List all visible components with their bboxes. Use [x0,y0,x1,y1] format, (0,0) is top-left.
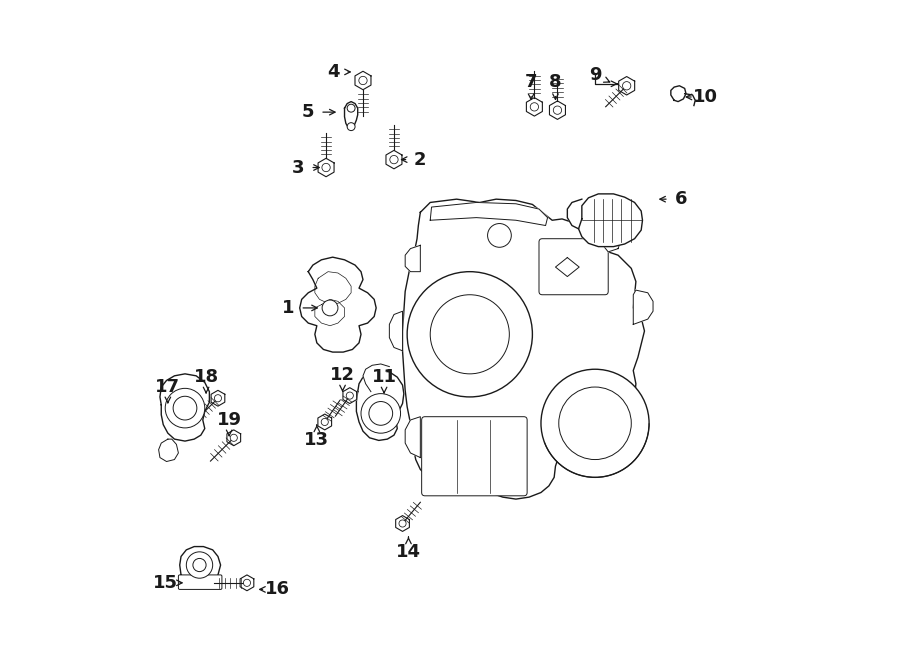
Polygon shape [300,257,376,352]
Polygon shape [390,311,402,351]
Polygon shape [670,86,686,101]
Polygon shape [227,430,240,446]
Circle shape [369,402,392,425]
Polygon shape [550,101,565,119]
Circle shape [430,295,509,374]
Polygon shape [180,547,220,583]
Text: 15: 15 [153,574,177,592]
Text: 6: 6 [674,190,687,208]
Circle shape [166,389,205,428]
Text: 10: 10 [693,88,718,106]
Polygon shape [318,414,331,430]
Circle shape [623,81,631,90]
Circle shape [230,434,238,442]
FancyBboxPatch shape [539,239,608,295]
Polygon shape [240,575,254,591]
Circle shape [243,579,250,587]
Polygon shape [405,416,420,457]
Polygon shape [603,232,621,252]
Polygon shape [363,364,390,392]
Text: 19: 19 [217,411,242,429]
Circle shape [193,559,206,571]
Text: 13: 13 [304,431,329,449]
Circle shape [554,106,562,115]
Circle shape [347,104,356,112]
Polygon shape [160,374,210,441]
Text: 2: 2 [414,150,427,169]
Polygon shape [618,77,634,95]
Polygon shape [343,388,356,404]
Text: 3: 3 [292,158,304,177]
Polygon shape [634,290,653,324]
Text: 7: 7 [525,73,537,91]
Text: 14: 14 [396,543,421,561]
Circle shape [173,397,197,420]
Polygon shape [579,194,643,247]
Circle shape [322,300,338,316]
Polygon shape [396,516,410,532]
Polygon shape [345,101,357,130]
FancyBboxPatch shape [178,575,222,589]
Circle shape [530,103,538,111]
Polygon shape [567,199,581,229]
Text: 17: 17 [156,378,180,396]
Circle shape [559,387,631,459]
Text: 9: 9 [589,66,601,84]
Text: 12: 12 [330,366,355,384]
Circle shape [359,76,367,85]
Circle shape [214,395,221,402]
Text: 11: 11 [372,368,397,386]
Polygon shape [318,158,334,177]
Polygon shape [158,439,178,461]
Text: 1: 1 [283,299,294,317]
Polygon shape [402,199,644,499]
Circle shape [407,271,533,397]
Polygon shape [526,97,543,116]
Text: 18: 18 [194,368,219,386]
Polygon shape [386,150,402,169]
Circle shape [399,520,406,527]
Text: 16: 16 [265,581,290,598]
Circle shape [186,552,212,578]
Circle shape [361,394,400,433]
Circle shape [322,164,330,171]
Polygon shape [356,371,404,440]
Text: 8: 8 [549,73,562,91]
FancyBboxPatch shape [422,416,527,496]
Polygon shape [212,391,225,406]
Polygon shape [355,71,371,90]
Text: 4: 4 [327,63,339,81]
Circle shape [346,392,354,399]
Text: 5: 5 [302,103,314,121]
Polygon shape [430,203,547,226]
Polygon shape [405,246,420,271]
Circle shape [488,224,511,248]
Circle shape [390,156,398,164]
Circle shape [347,122,356,130]
Circle shape [541,369,649,477]
Circle shape [321,418,328,426]
